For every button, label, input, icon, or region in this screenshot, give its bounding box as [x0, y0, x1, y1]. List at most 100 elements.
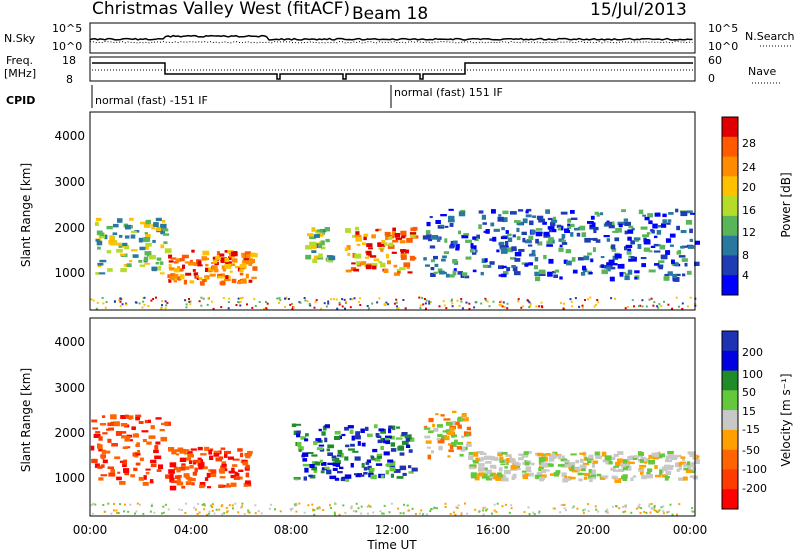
power-cell [116, 242, 122, 246]
power-cell [205, 257, 210, 260]
power-cell [580, 272, 586, 276]
power-ground-cell [119, 300, 122, 303]
power-cell [143, 256, 149, 262]
velocity-ground-cell [662, 505, 665, 508]
velocity-colorbar-segment [722, 429, 738, 451]
velocity-cell [685, 469, 693, 474]
power-cell [373, 258, 380, 262]
velocity-cell [551, 455, 558, 459]
velocity-ground-cell [474, 508, 477, 511]
power-ground-cell [202, 297, 205, 300]
velocity-ground-cell [379, 510, 382, 513]
power-cell [320, 240, 325, 246]
velocity-cell [478, 463, 485, 467]
velocity-cell [226, 483, 230, 486]
power-cell [386, 232, 390, 237]
velocity-cell [478, 467, 485, 472]
power-cell [567, 223, 571, 226]
beam-label: Beam 18 [352, 4, 428, 24]
power-ground-cell [387, 303, 390, 306]
velocity-cell [498, 467, 503, 472]
velocity-cell [524, 460, 528, 464]
velocity-ground-cell [452, 511, 455, 514]
velocity-cell [133, 467, 138, 472]
velocity-cell [683, 467, 689, 471]
velocity-cell [334, 477, 340, 481]
power-cell [489, 261, 495, 265]
power-cell [202, 250, 210, 256]
power-cell [387, 260, 391, 265]
velocity-ground-cell [510, 504, 513, 507]
velocity-cell [401, 432, 408, 436]
velocity-cell [155, 417, 162, 420]
velocity-cbar-tick-m15: -15 [742, 423, 760, 436]
power-cell [378, 261, 383, 264]
velocity-cell [339, 435, 342, 439]
power-cell [352, 234, 357, 238]
velocity-cell [530, 462, 535, 466]
power-ylabel: Slant Range [km] [19, 163, 33, 267]
velocity-cell [124, 472, 130, 476]
velocity-cell [102, 459, 108, 464]
velocity-ground-cell [197, 502, 200, 505]
power-cell [377, 242, 382, 247]
power-cell [106, 225, 113, 230]
velocity-ground-cell [90, 504, 93, 506]
velocity-cell [135, 444, 140, 447]
velocity-cell [680, 456, 686, 459]
power-cell [579, 225, 586, 231]
velocity-cell [135, 416, 140, 421]
velocity-cell [484, 455, 491, 460]
power-cell [143, 223, 148, 228]
power-ground-cell [227, 301, 230, 303]
power-cell [657, 264, 664, 268]
velocity-cell [468, 465, 475, 470]
power-ground-cell [119, 305, 122, 308]
velocity-cell [177, 447, 184, 452]
power-ground-cell [402, 299, 405, 301]
power-cell [118, 234, 123, 238]
velocity-cell [668, 452, 674, 457]
velocity-cell [540, 462, 548, 467]
velocity-cell [682, 476, 688, 481]
power-cell [393, 272, 400, 276]
velocity-ground-cell [360, 505, 363, 508]
power-cell [507, 237, 513, 242]
power-cell [470, 243, 474, 248]
power-ground-cell [570, 300, 573, 303]
velocity-ground-cell [676, 513, 678, 516]
velocity-ground-cell [643, 511, 646, 513]
power-cell [192, 269, 196, 272]
power-cell [474, 249, 478, 253]
velocity-ground-cell [486, 508, 489, 511]
velocity-heatmap [90, 410, 700, 516]
power-cell [501, 227, 505, 231]
velocity-cell [313, 469, 318, 473]
power-ytick-4000: 4000 [54, 129, 85, 143]
velocity-cell [376, 453, 383, 456]
power-cell [380, 248, 384, 252]
power-cell [611, 263, 618, 266]
velocity-cell [390, 448, 397, 452]
velocity-ground-cell [466, 512, 469, 515]
power-ground-cell [460, 298, 463, 300]
velocity-cell [178, 481, 184, 486]
power-cell [204, 275, 210, 280]
power-ground-cell [254, 305, 257, 307]
velocity-cell [462, 416, 469, 422]
power-ground-cell [284, 305, 286, 308]
velocity-cell [245, 472, 250, 478]
power-cell [179, 274, 185, 280]
freq-label-2: [MHz] [4, 67, 36, 80]
velocity-ground-cell [206, 513, 208, 516]
power-cell [512, 266, 518, 272]
velocity-ground-cell [248, 511, 251, 514]
power-cell [561, 242, 568, 245]
velocity-ground-cell [228, 504, 231, 507]
velocity-cell [209, 448, 214, 451]
velocity-cell [237, 448, 243, 452]
velocity-cell [115, 431, 122, 436]
velocity-ground-cell [436, 507, 439, 510]
velocity-cell [499, 460, 505, 463]
power-cell [489, 238, 493, 241]
